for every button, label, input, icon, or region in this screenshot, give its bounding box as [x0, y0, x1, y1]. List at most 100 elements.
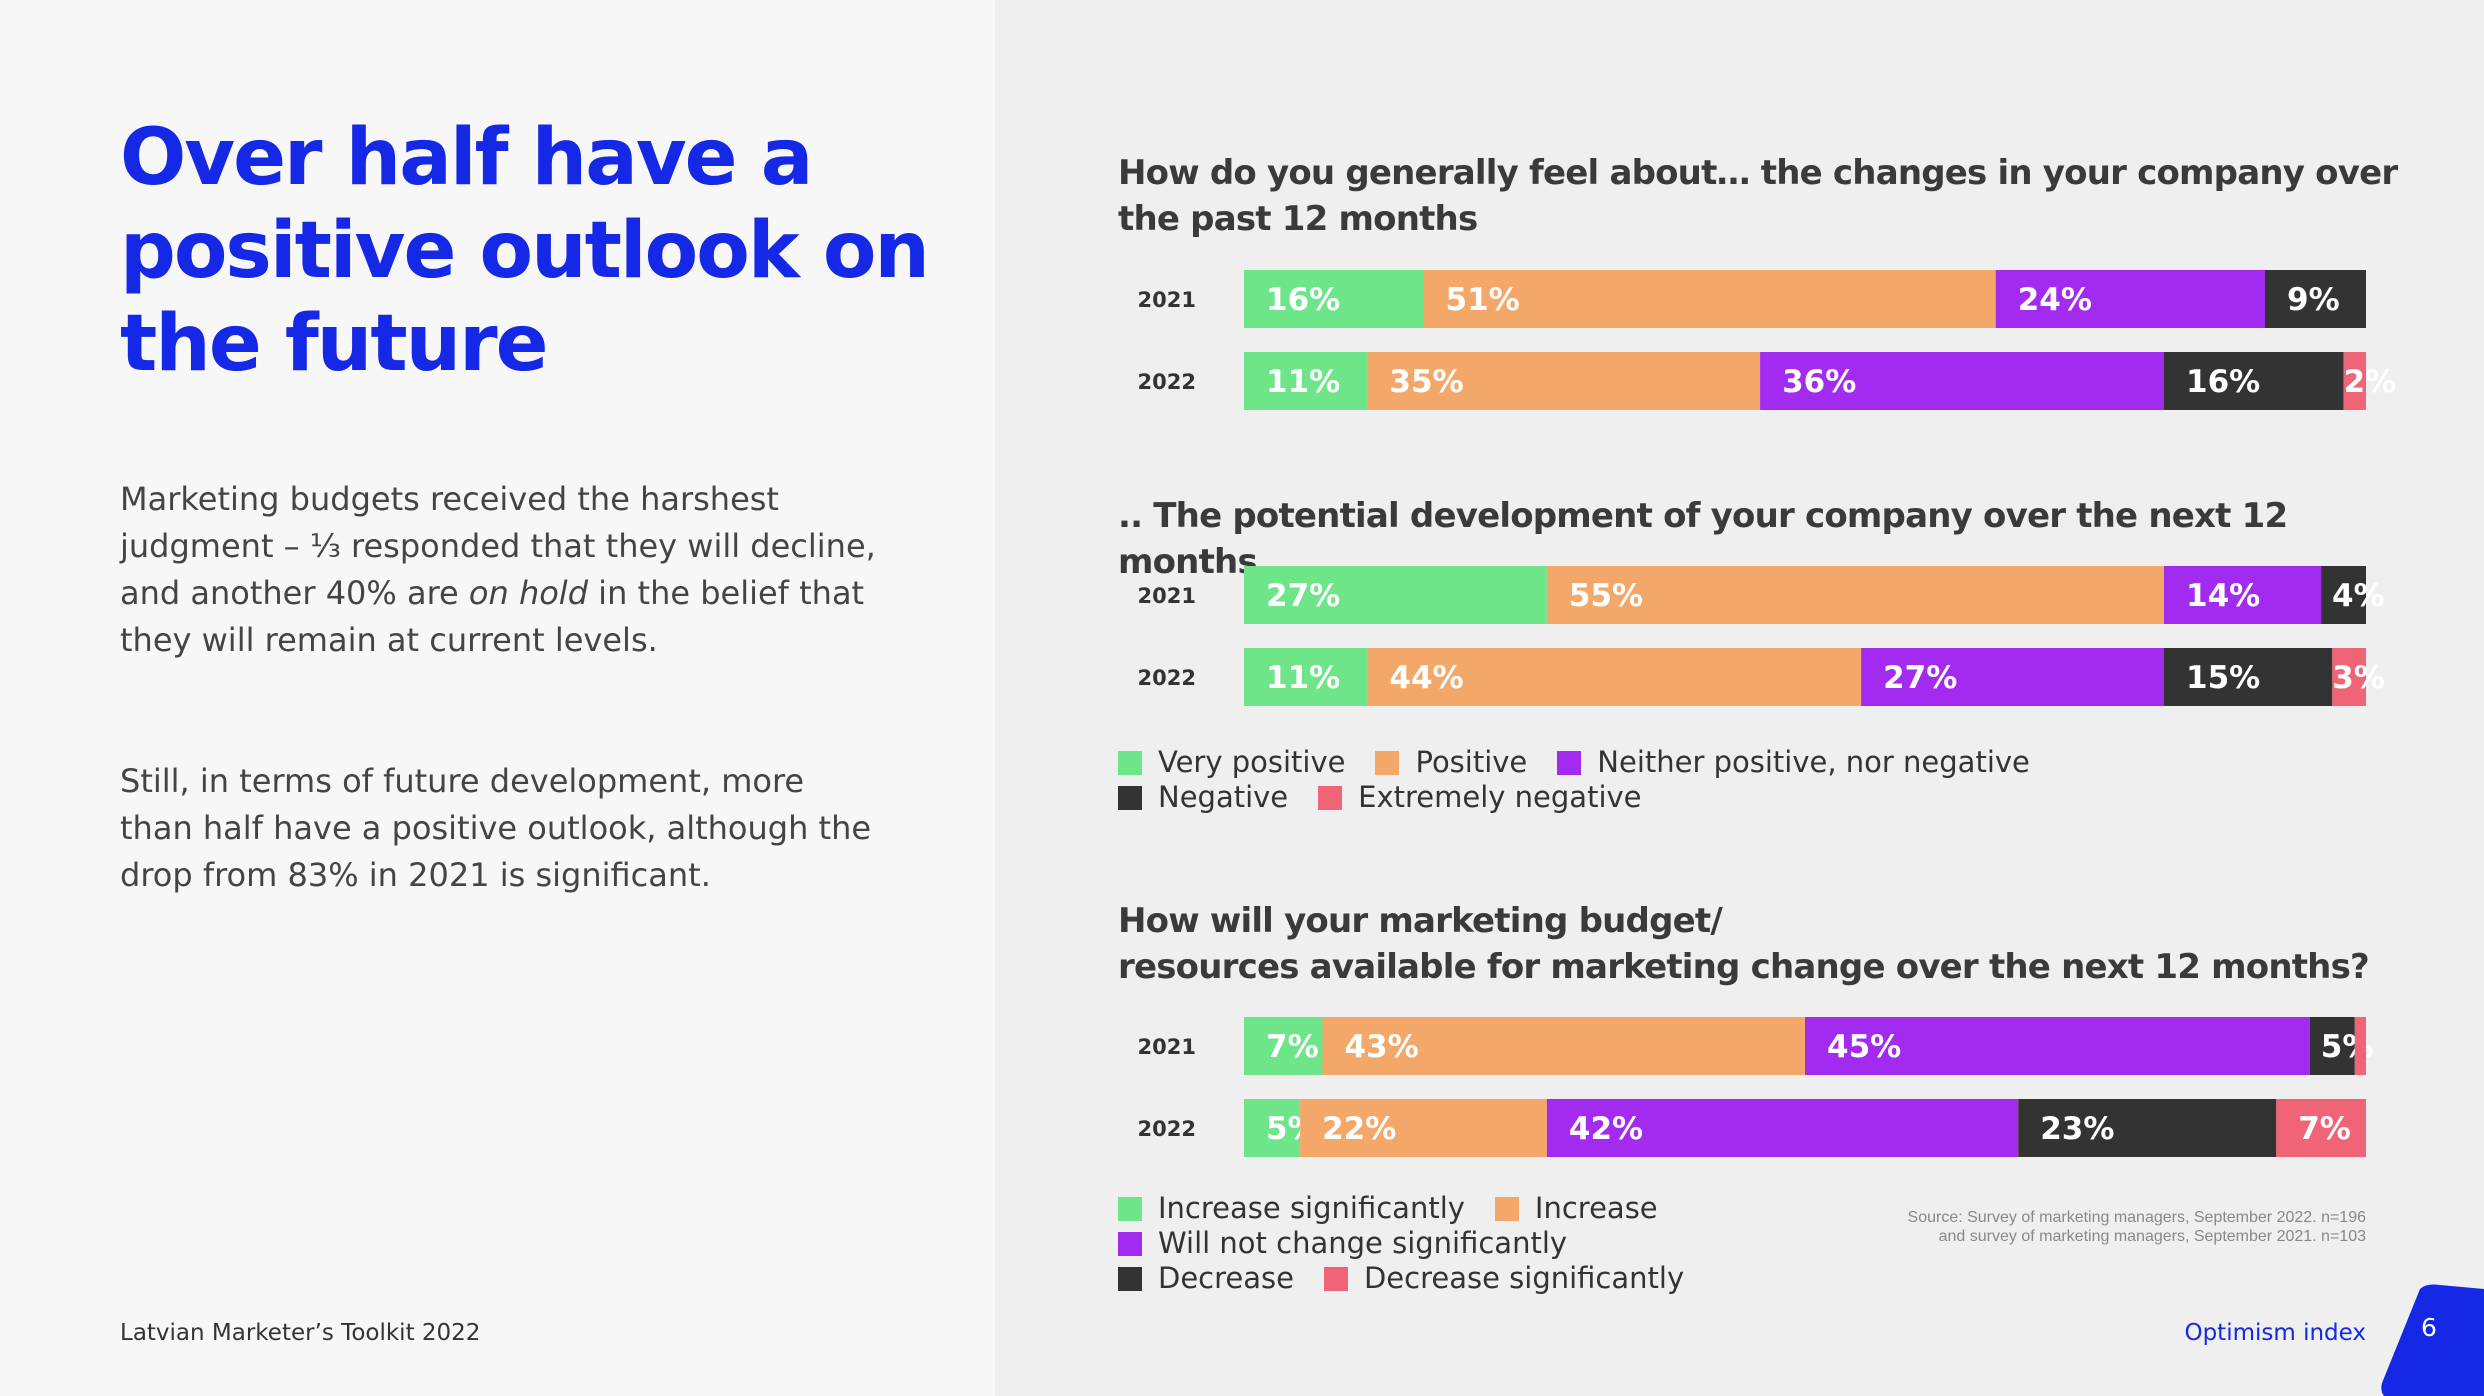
chart-1-year-label: 2022 [1138, 370, 1196, 394]
bar-segment-2021-3 [2309, 1017, 2355, 1075]
bar-label-2022-2: 42% [1569, 1111, 1643, 1147]
bar-segment-2021-1 [1322, 1017, 1805, 1075]
legend-label: Positive [1415, 745, 1528, 779]
paragraph-budgets-part1: Marketing budgets received the harshest … [120, 480, 876, 612]
bar-segment-2022-0 [1244, 648, 1368, 706]
bar-segment-2021-3 [2265, 270, 2366, 328]
bar-label-2021-3: 9% [2287, 282, 2340, 318]
bar-segment-2022-4 [2276, 1099, 2366, 1157]
paragraph-budgets-part2: in the belief that they will remain at c… [120, 574, 865, 659]
bar-segment-2021-2 [1995, 270, 2265, 328]
legend-swatch [1118, 1267, 1142, 1291]
legend-swatch [1118, 1232, 1142, 1256]
bar-label-2022-2: 27% [1883, 660, 1957, 696]
legend-swatch [1318, 786, 1343, 810]
paragraph-budgets-emphasis: on hold [468, 574, 588, 612]
bar-label-2022-2: 36% [1782, 364, 1856, 400]
bar-label-2022-4: 2% [2344, 364, 2397, 400]
legend-swatch [1557, 751, 1582, 775]
bar-label-2021-1: 43% [1345, 1029, 1419, 1065]
bar-segment-2021-0 [1244, 566, 1547, 624]
bar-segment-2021-0 [1244, 270, 1424, 328]
legend-label: Negative [1158, 780, 1289, 814]
chart-3-year-label: 2022 [1138, 1117, 1196, 1141]
legend-item: Decrease significantly [1323, 1261, 1685, 1296]
footer-publication: Latvian Marketer’s Toolkit 2022 [120, 1320, 481, 1346]
legend-item: Will not change significantly [1118, 1226, 1567, 1261]
bar-segment-2022-2 [1861, 648, 2164, 706]
legend-row: Will not change significantly [1118, 1226, 1718, 1261]
chart-1: 2021 16% 51% 24% 9% 2022 11% 35% 36% 16% 2% [1138, 270, 2396, 410]
bar-label-2021-1: 51% [1446, 282, 1520, 318]
bar-segment-2022-2 [1546, 1099, 2019, 1157]
legend-budget: Increase significantly Increase Will not c… [1118, 1191, 1718, 1296]
bar-label-2022-3: 16% [2186, 364, 2260, 400]
bar-label-2021-0: 27% [1266, 578, 1340, 614]
bar-segment-2022-4 [2332, 648, 2366, 706]
bar-segment-2021-0 [1244, 1017, 1323, 1075]
legend-label: Will not change significantly [1158, 1226, 1568, 1260]
legend-label: Increase significantly [1158, 1191, 1465, 1225]
headline: Over half have a positive outlook on the… [120, 113, 930, 389]
bar-label-2021-2: 14% [2186, 578, 2260, 614]
legend-label: Extremely negative [1358, 780, 1642, 814]
left-panel [0, 0, 995, 1396]
bar-segment-2022-1 [1367, 648, 1862, 706]
page-number: 6 [2421, 1313, 2437, 1342]
bar-label-2021-0: 16% [1266, 282, 1340, 318]
bar-label-2022-4: 3% [2332, 660, 2385, 696]
legend-row: Increase significantly Increase [1118, 1191, 1718, 1226]
legend-label: Decrease significantly [1363, 1261, 1685, 1295]
footer-section-link[interactable]: Optimism index [2184, 1320, 2366, 1346]
paragraph-development: Still, in terms of future development, m… [120, 762, 872, 894]
chart-2-title: .. The potential development of your com… [1118, 496, 2288, 582]
chart-2-year-label: 2021 [1138, 584, 1196, 608]
bar-label-2022-0: 11% [1266, 364, 1340, 400]
bar-label-2022-1: 35% [1389, 364, 1463, 400]
bar-segment-2022-1 [1300, 1099, 1547, 1157]
legend-swatch [1118, 1197, 1142, 1221]
bar-label-2021-3: 4% [2332, 578, 2385, 614]
legend-swatch [1118, 786, 1142, 810]
legend-label: Neither positive, nor negative [1597, 745, 2030, 779]
legend-item: Positive [1375, 745, 1527, 780]
bar-segment-2021-2 [1805, 1017, 2310, 1075]
legend-swatch [1323, 1267, 1348, 1291]
source-note: Source: Survey of marketing managers, Se… [1907, 1209, 2366, 1245]
bar-label-2021-0: 7% [1266, 1029, 1319, 1065]
chart-3-title: How will your marketing budget/resources… [1118, 898, 2418, 990]
paragraph-budgets: Marketing budgets received the harshest … [120, 476, 880, 664]
bar-segment-2022-3 [2164, 352, 2344, 410]
page-number-tab: 6 [2381, 1284, 2484, 1396]
legend-item: Increase significantly [1118, 1191, 1465, 1226]
bar-segment-2021-1 [1546, 566, 2164, 624]
chart-2-year-label: 2022 [1138, 666, 1196, 690]
legend-swatch [1494, 1197, 1519, 1221]
bar-segment-2021-2 [2164, 566, 2322, 624]
chart-2: 2021 27% 55% 14% 4% 2022 11% 44% 27% 15% 3% [1138, 566, 2385, 706]
legend-item: Extremely negative [1318, 780, 1642, 815]
bar-label-2022-3: 23% [2040, 1111, 2114, 1147]
legend-item: Increase [1494, 1191, 1658, 1226]
legend-label: Decrease [1158, 1261, 1294, 1295]
page-tab-shape [2381, 1284, 2484, 1396]
bar-segment-2021-4 [2354, 1017, 2366, 1075]
bar-label-2022-1: 44% [1389, 660, 1463, 696]
bar-label-2022-0: 11% [1266, 660, 1340, 696]
bar-label-2021-2: 45% [1827, 1029, 1901, 1065]
bar-label-2021-2: 24% [2018, 282, 2092, 318]
bar-segment-2022-2 [1760, 352, 2164, 410]
chart-3-title-line2: resources available for marketing change… [1118, 947, 2370, 987]
bar-label-2022-4: 7% [2298, 1111, 2351, 1147]
legend-row: Decrease Decrease significantly [1118, 1261, 1718, 1296]
legend-label: Very positive [1158, 745, 1346, 779]
legend-item: Negative [1118, 780, 1288, 815]
bar-segment-2022-0 [1244, 352, 1368, 410]
chart-1-title: How do you generally feel about… the cha… [1118, 153, 2398, 239]
legend-item: Neither positive, nor negative [1557, 745, 2030, 780]
legend-swatch [1118, 751, 1142, 775]
legend-outlook: Very positive Positive Neither positive, n… [1118, 745, 2258, 815]
legend-label: Increase [1534, 1191, 1658, 1225]
chart-3: 2021 7% 43% 45% 5%2022 5% 22% 42% 23% 7% [1138, 1017, 2373, 1157]
bar-label-2022-3: 15% [2186, 660, 2260, 696]
